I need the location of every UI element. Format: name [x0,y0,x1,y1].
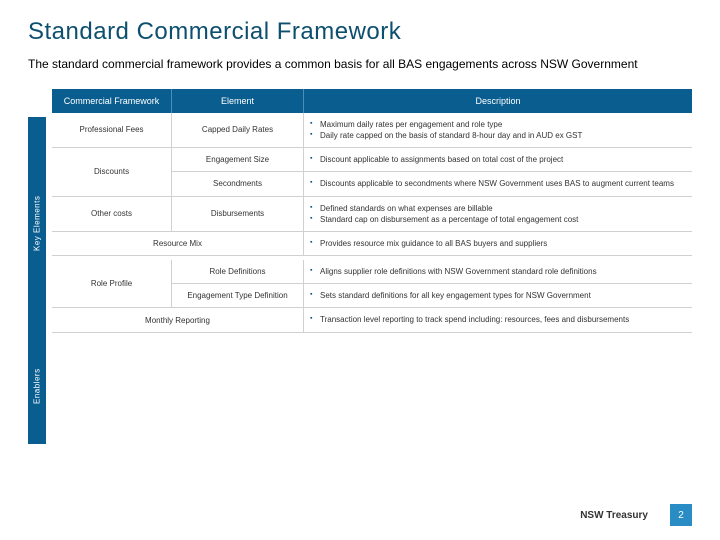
table-row: Professional Fees Capped Daily Rates Max… [52,113,692,148]
bullet: Discounts applicable to secondments wher… [310,178,674,189]
cell-description: Discount applicable to assignments based… [304,148,692,171]
footer-org: NSW Treasury [580,510,648,521]
bullet: Standard cap on disbursement as a percen… [310,214,578,225]
cell-description: Maximum daily rates per engagement and r… [304,113,692,147]
bullet: Discount applicable to assignments based… [310,154,563,165]
cell-description: Transaction level reporting to track spe… [304,308,692,331]
table-row: Monthly Reporting Transaction level repo… [52,308,692,332]
cell-framework: Discounts [52,148,172,195]
table-row-group: Role Profile Role Definitions Aligns sup… [52,260,692,308]
cell-framework: Role Profile [52,260,172,307]
cell-description: Defined standards on what expenses are b… [304,197,692,231]
content-area: Key Elements Enablers Commercial Framewo… [28,89,692,444]
cell-element: Engagement Size [172,148,304,171]
cell-framework: Other costs [52,197,172,231]
cell-element: Secondments [172,172,304,195]
side-rail: Key Elements Enablers [28,89,46,444]
bullet: Transaction level reporting to track spe… [310,314,629,325]
page-title: Standard Commercial Framework [28,18,692,46]
cell-element: Role Definitions [172,260,304,283]
rail-enablers: Enablers [28,329,46,444]
cell-description: Aligns supplier role definitions with NS… [304,260,692,283]
page-number: 2 [670,504,692,526]
table-row-group: Discounts Engagement Size Discount appli… [52,148,692,196]
bullet: Defined standards on what expenses are b… [310,203,578,214]
footer: NSW Treasury 2 [580,504,692,526]
cell-description: Sets standard definitions for all key en… [304,284,692,307]
bullet: Sets standard definitions for all key en… [310,290,591,301]
cell-element: Disbursements [172,197,304,231]
cell-merged: Resource Mix [52,232,304,255]
framework-table: Commercial Framework Element Description… [52,89,692,444]
table-header: Commercial Framework Element Description [52,89,692,113]
cell-merged: Monthly Reporting [52,308,304,331]
th-commercial-framework: Commercial Framework [52,89,172,113]
cell-element: Capped Daily Rates [172,113,304,147]
page-subtitle: The standard commercial framework provid… [28,56,692,73]
cell-element: Engagement Type Definition [172,284,304,307]
bullet: Aligns supplier role definitions with NS… [310,266,597,277]
bullet: Maximum daily rates per engagement and r… [310,119,582,130]
table-row: Resource Mix Provides resource mix guida… [52,232,692,256]
cell-description: Provides resource mix guidance to all BA… [304,232,692,255]
cell-description: Discounts applicable to secondments wher… [304,172,692,195]
cell-framework: Professional Fees [52,113,172,147]
th-element: Element [172,89,304,113]
bullet: Provides resource mix guidance to all BA… [310,238,547,249]
slide: Standard Commercial Framework The standa… [0,0,720,540]
bullet: Daily rate capped on the basis of standa… [310,130,582,141]
rail-key-elements: Key Elements [28,117,46,329]
table-row: Other costs Disbursements Defined standa… [52,197,692,232]
th-description: Description [304,89,692,113]
